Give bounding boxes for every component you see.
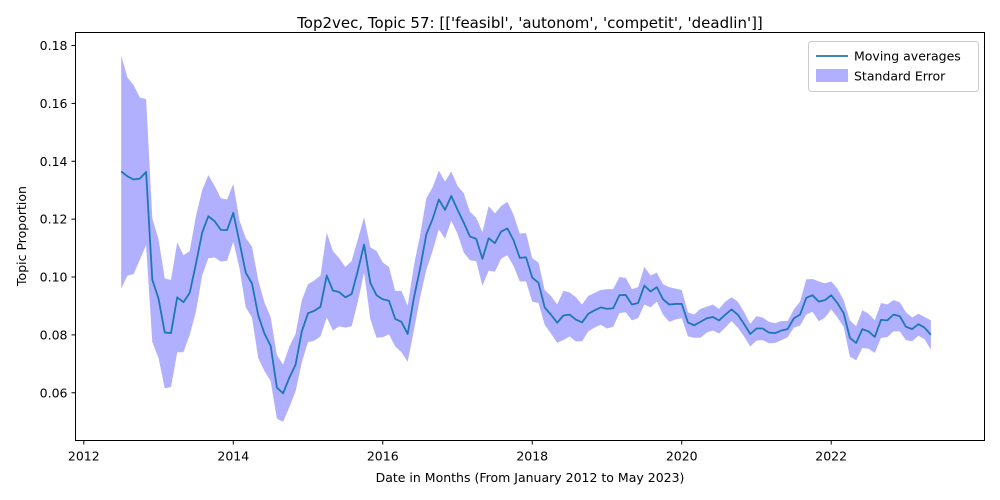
- legend-patch-swatch: [816, 69, 848, 82]
- x-tick-label: 2022: [815, 449, 847, 464]
- legend-label-moving-averages: Moving averages: [854, 49, 961, 64]
- x-tick-label: 2012: [68, 449, 100, 464]
- y-tick-label: 0.16: [40, 96, 68, 111]
- legend: Moving averages Standard Error: [808, 41, 979, 92]
- x-tick-label: 2014: [217, 449, 249, 464]
- plot-frame: [75, 32, 985, 441]
- x-tick-label: 2016: [367, 449, 399, 464]
- x-tick-label: 2018: [516, 449, 548, 464]
- x-axis-label: Date in Months (From January 2012 to May…: [376, 470, 685, 485]
- y-tick-label: 0.06: [40, 385, 68, 400]
- x-tick-label: 2020: [666, 449, 698, 464]
- y-tick-label: 0.12: [40, 212, 68, 227]
- legend-box: [808, 41, 979, 92]
- y-tick-label: 0.14: [40, 154, 68, 169]
- chart-title: Top2vec, Topic 57: [['feasibl', 'autonom…: [296, 14, 763, 32]
- y-axis-label: Topic Proportion: [14, 186, 29, 287]
- moving-average-line: [120, 170, 932, 395]
- y-tick-label: 0.10: [40, 270, 68, 285]
- x-axis: 2012 2014 2016 2018 2020 2022: [68, 440, 847, 464]
- y-axis: 0.06 0.08 0.10 0.12 0.14 0.16 0.18: [40, 38, 76, 400]
- y-tick-label: 0.18: [40, 38, 68, 53]
- legend-label-standard-error: Standard Error: [854, 69, 946, 84]
- standard-error-band: [121, 55, 931, 422]
- y-tick-label: 0.08: [40, 327, 68, 342]
- plot-area: [120, 55, 932, 422]
